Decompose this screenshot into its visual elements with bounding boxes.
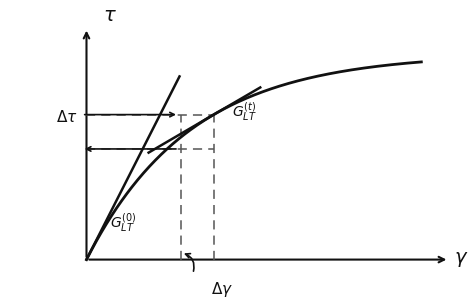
Text: $\gamma$: $\gamma$	[454, 250, 468, 269]
Text: $G_{LT}^{(0)}$: $G_{LT}^{(0)}$	[110, 211, 137, 233]
Text: $G_{LT}^{(t)}$: $G_{LT}^{(t)}$	[232, 101, 257, 123]
Text: $\Delta\gamma$: $\Delta\gamma$	[211, 280, 234, 299]
Text: $\tau$: $\tau$	[103, 6, 117, 25]
Text: $\Delta\tau$: $\Delta\tau$	[55, 109, 77, 126]
